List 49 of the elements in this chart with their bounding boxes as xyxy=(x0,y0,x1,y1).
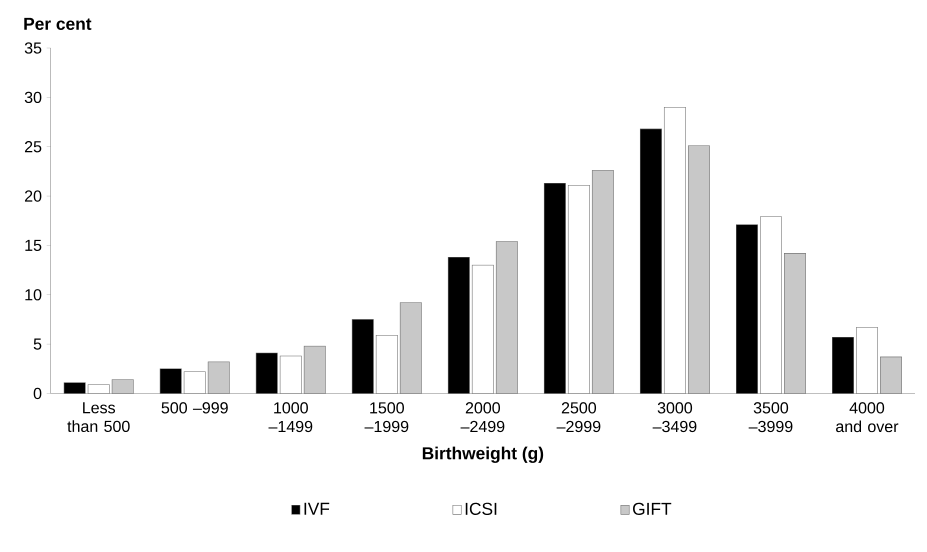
bar xyxy=(160,368,182,394)
legend-label: GIFT xyxy=(633,502,672,515)
legend-label: ICSI xyxy=(466,502,496,515)
bar xyxy=(664,106,686,394)
bar xyxy=(784,252,806,394)
y-axis-title: Per cent xyxy=(24,18,92,30)
x-tick-label: Less than 500 xyxy=(67,402,130,432)
bar xyxy=(544,182,566,394)
bar xyxy=(88,384,110,394)
bar xyxy=(64,382,86,394)
y-tick-label: 30 xyxy=(24,92,42,103)
bar xyxy=(832,336,854,394)
y-tick-label: 20 xyxy=(24,190,42,202)
bar xyxy=(256,352,278,394)
y-tick-label: 15 xyxy=(25,240,42,251)
x-tick-label: 500 –999 xyxy=(162,402,228,414)
bar xyxy=(760,216,782,394)
bar xyxy=(448,256,470,394)
x-tick-label: 1000 –1499 xyxy=(268,402,312,432)
x-tick-label: 1500 –1999 xyxy=(364,402,408,432)
bar xyxy=(208,362,230,394)
bar xyxy=(496,241,518,394)
x-axis-title: Birthweight (g) xyxy=(422,446,544,463)
x-tick-label: 2500 –2999 xyxy=(556,402,600,432)
bar xyxy=(736,224,758,394)
bar xyxy=(640,128,662,394)
bar xyxy=(376,334,398,394)
y-tick-label: 5 xyxy=(34,338,42,350)
bar xyxy=(352,319,374,394)
x-tick-label: 2000 –2499 xyxy=(460,402,504,432)
y-tick-label: 35 xyxy=(24,42,42,54)
x-tick-label: 4000 and over xyxy=(836,402,898,432)
y-tick-label: 0 xyxy=(34,388,42,400)
bar xyxy=(304,346,326,394)
bar xyxy=(688,145,710,394)
bar xyxy=(184,371,206,394)
bar xyxy=(112,379,134,394)
y-tick-label: 25 xyxy=(24,140,42,152)
bar xyxy=(400,302,422,394)
x-tick-label: 3000 –3499 xyxy=(652,402,696,432)
legend-label: IVF xyxy=(304,502,330,515)
bar xyxy=(880,356,902,394)
bar xyxy=(592,170,614,394)
bar xyxy=(472,264,494,394)
bar xyxy=(568,184,590,394)
bar xyxy=(280,356,302,394)
bar xyxy=(856,326,878,394)
y-tick-label: 10 xyxy=(25,289,42,300)
x-tick-label: 3500 –3999 xyxy=(748,402,792,432)
